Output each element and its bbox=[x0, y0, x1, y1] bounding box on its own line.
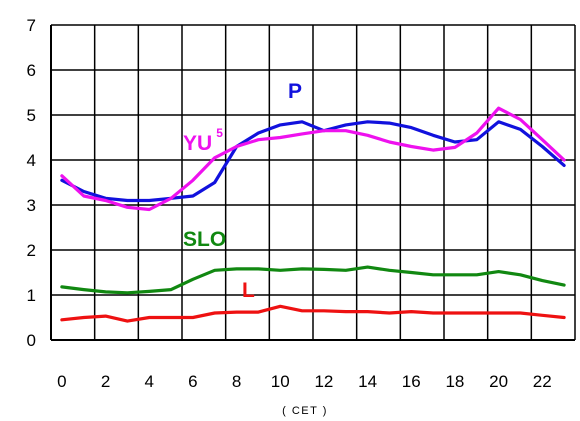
series-lines bbox=[60, 106, 566, 323]
series-label-l: L bbox=[242, 279, 255, 302]
x-tick-label: 22 bbox=[533, 372, 552, 391]
series-label-yu-superscript: 5 bbox=[216, 126, 223, 140]
series-label-p: P bbox=[288, 80, 302, 103]
series-line-slo bbox=[60, 265, 566, 295]
chart-grid bbox=[50, 24, 576, 341]
y-tick-label: 4 bbox=[27, 151, 36, 170]
x-tick-label: 6 bbox=[188, 372, 197, 391]
chart-frame bbox=[50, 25, 575, 341]
series-label-yu-text: YU bbox=[183, 132, 212, 155]
series-line-yu bbox=[60, 106, 566, 212]
x-tick-label: 2 bbox=[101, 372, 110, 391]
y-tick-label: 5 bbox=[27, 106, 36, 125]
y-tick-label: 0 bbox=[27, 331, 36, 350]
x-tick-label: 12 bbox=[314, 372, 333, 391]
x-axis-label: ( CET ) bbox=[282, 405, 328, 417]
series-label-yu: YU 5 bbox=[183, 126, 223, 155]
y-tick-label: 2 bbox=[27, 241, 36, 260]
x-tick-label: 4 bbox=[145, 372, 154, 391]
x-tick-label: 10 bbox=[271, 372, 290, 391]
x-tick-label: 0 bbox=[57, 372, 66, 391]
series-label-slo: SLO bbox=[183, 228, 226, 251]
y-tick-label: 6 bbox=[27, 61, 36, 80]
y-axis-tick-labels: 0 1 2 3 4 5 6 7 bbox=[27, 16, 36, 350]
x-tick-label: 8 bbox=[232, 372, 241, 391]
x-tick-label: 16 bbox=[402, 372, 421, 391]
y-tick-label: 1 bbox=[27, 286, 36, 305]
y-tick-label: 7 bbox=[27, 16, 36, 35]
series-line-p bbox=[60, 120, 566, 203]
x-tick-label: 14 bbox=[358, 372, 377, 391]
x-tick-label: 20 bbox=[489, 372, 508, 391]
y-tick-label: 3 bbox=[27, 196, 36, 215]
x-axis-tick-labels: 0246810121416182022h bbox=[57, 372, 552, 391]
x-tick-label: 18 bbox=[445, 372, 464, 391]
series-line-l bbox=[60, 304, 566, 323]
